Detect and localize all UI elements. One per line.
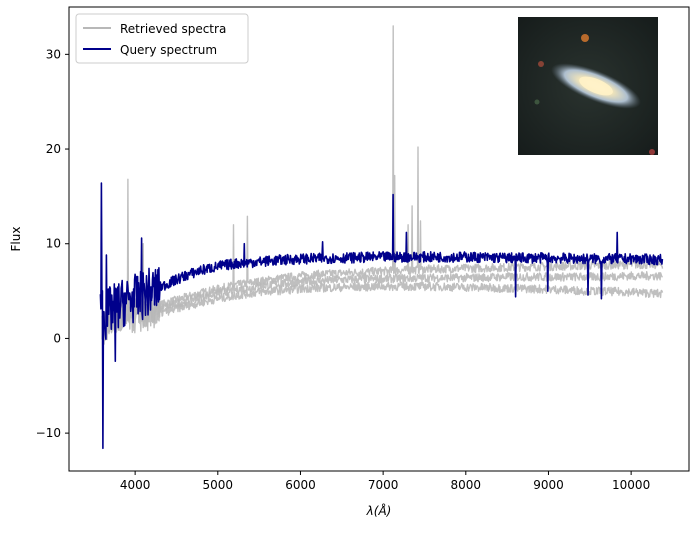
x-tick-label: 4000 <box>120 478 151 492</box>
series-layer <box>99 25 664 450</box>
x-axis-ticks: 4000 5000 6000 7000 8000 9000 10000 <box>120 471 650 492</box>
y-tick-label: 20 <box>46 142 61 156</box>
y-tick-label: 0 <box>53 331 61 345</box>
y-tick-label: 30 <box>46 47 61 61</box>
y-tick-label: 10 <box>46 237 61 251</box>
legend-label-retrieved: Retrieved spectra <box>120 22 226 36</box>
series-line-query <box>99 182 664 450</box>
legend-label-query: Query spectrum <box>120 43 217 57</box>
x-tick-label: 5000 <box>203 478 234 492</box>
x-tick-label: 7000 <box>368 478 399 492</box>
series-line-retrieved <box>101 25 664 340</box>
y-axis-label: Flux <box>9 227 23 252</box>
x-axis-label: λ(Å) <box>366 503 392 518</box>
legend: Retrieved spectra Query spectrum <box>75 13 249 64</box>
series-line-retrieved <box>101 271 663 337</box>
y-axis-ticks: −10 0 10 20 30 <box>36 47 69 440</box>
x-tick-label: 6000 <box>285 478 316 492</box>
galaxy-inset-image <box>518 17 658 155</box>
y-tick-label: −10 <box>36 426 61 440</box>
x-tick-label: 10000 <box>612 478 650 492</box>
series-line-retrieved <box>101 281 664 345</box>
x-tick-label: 8000 <box>451 478 482 492</box>
x-tick-label: 9000 <box>533 478 564 492</box>
legend-box <box>75 13 249 64</box>
